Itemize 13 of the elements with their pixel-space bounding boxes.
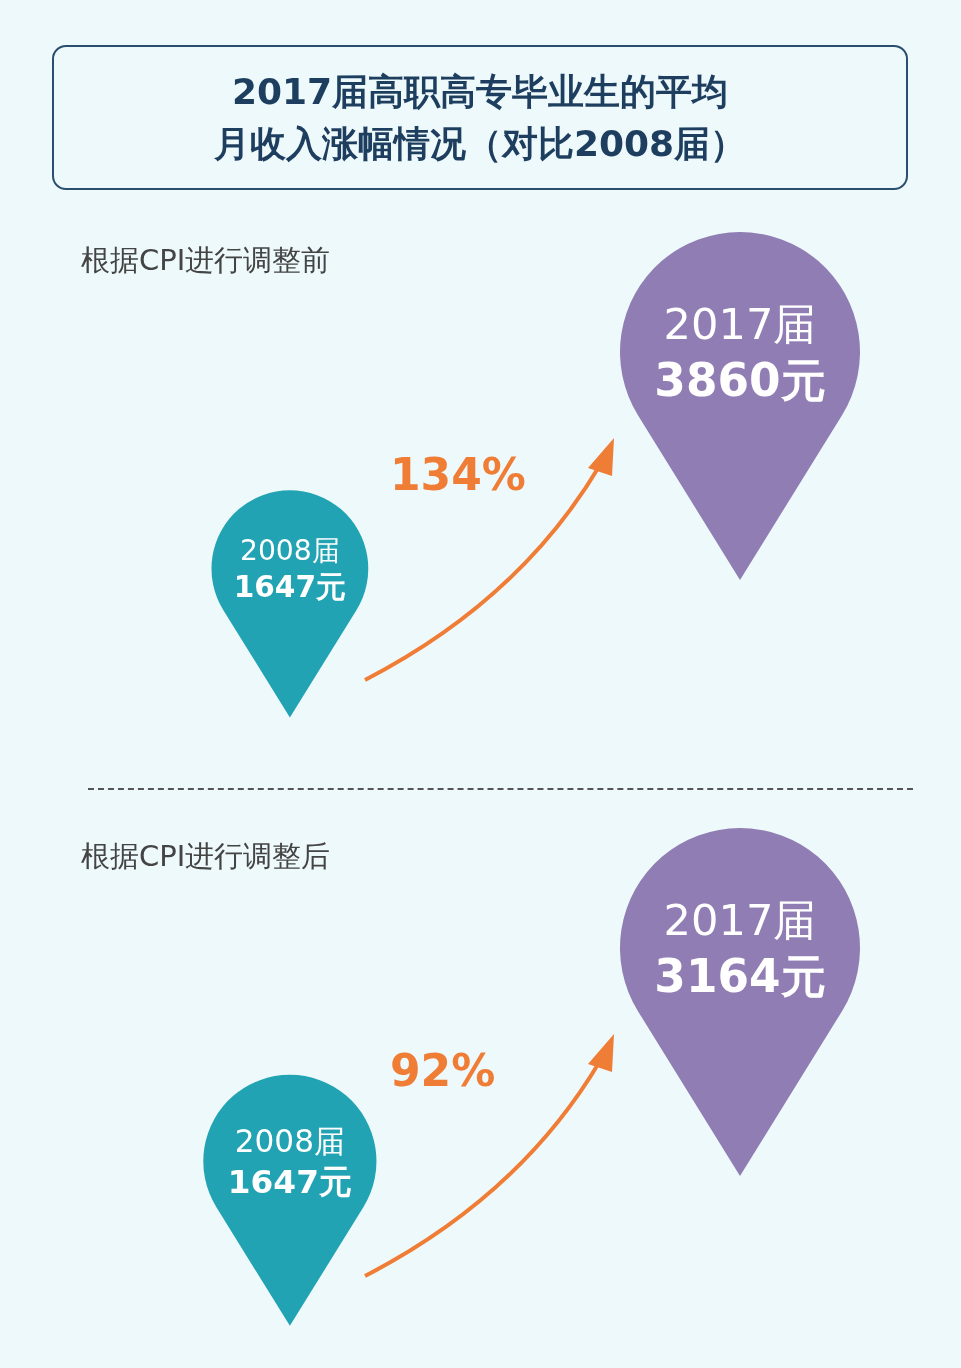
data-label: 1647元 <box>233 569 347 604</box>
text: 2017届高职高专毕业生的平均月收入涨幅情况（对比2008届） <box>212 69 748 166</box>
data-label: 3860元 <box>654 353 826 407</box>
category-label: 2008届 <box>239 533 340 567</box>
text: 92% <box>390 1044 496 1096</box>
text: 根据CPI进行调整后 <box>81 838 331 873</box>
text: 根据CPI进行调整前 <box>81 242 331 277</box>
category-label: 2017届 <box>663 298 817 349</box>
category-label: 2017届 <box>663 894 817 945</box>
text: 134% <box>390 448 526 500</box>
data-label: 3164元 <box>654 949 826 1003</box>
data-label: 1647元 <box>227 1162 352 1201</box>
category-label: 2008届 <box>234 1123 346 1160</box>
